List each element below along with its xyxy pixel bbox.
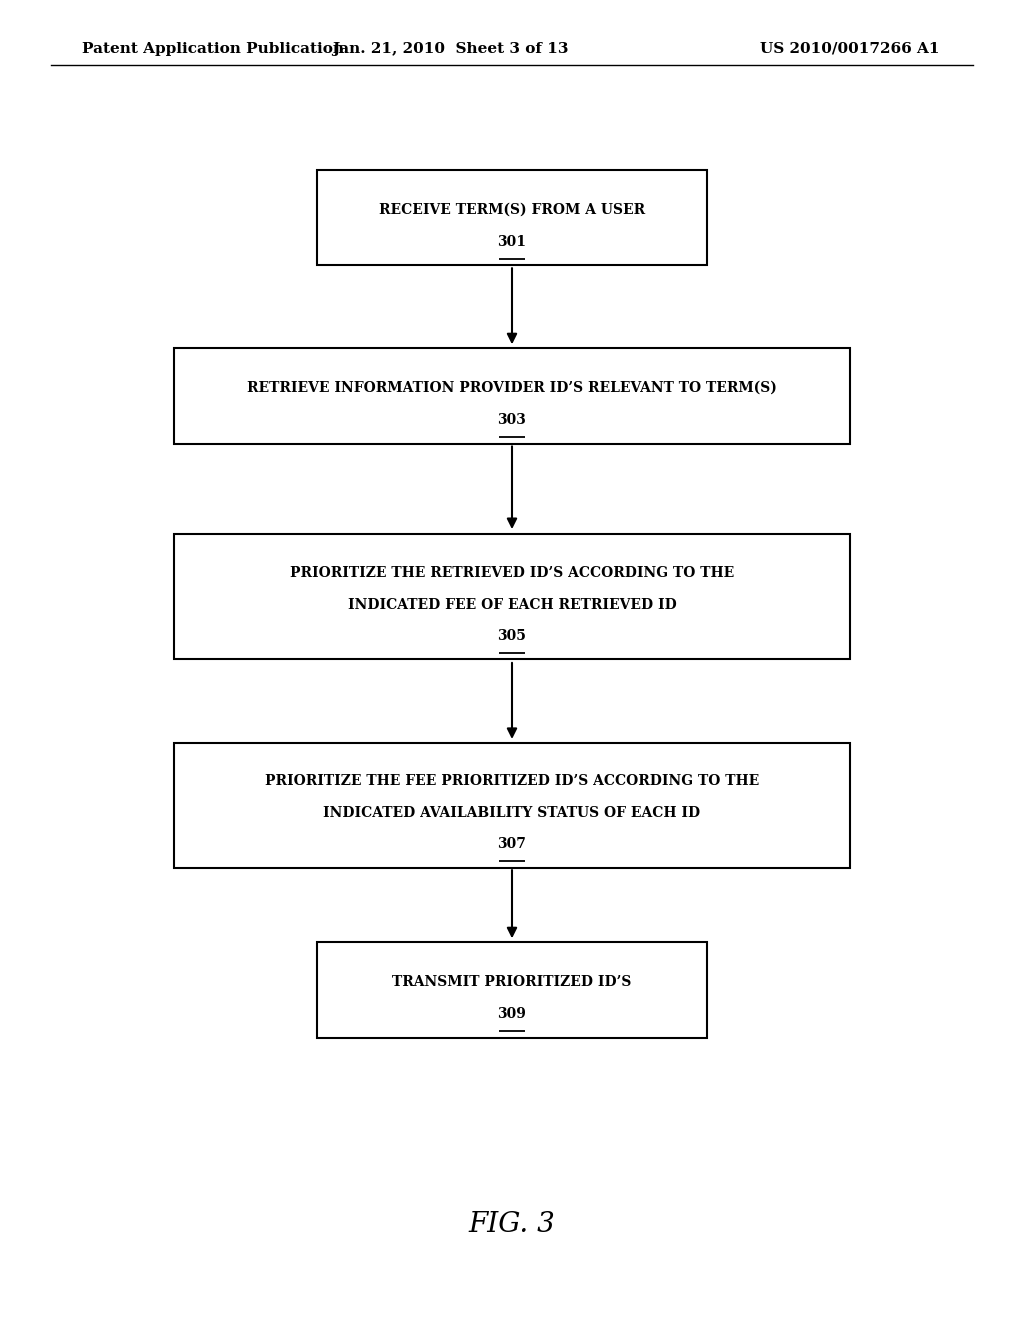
Text: 301: 301 xyxy=(498,235,526,248)
Text: 309: 309 xyxy=(498,1007,526,1020)
Text: RETRIEVE INFORMATION PROVIDER ID’S RELEVANT TO TERM(S): RETRIEVE INFORMATION PROVIDER ID’S RELEV… xyxy=(247,381,777,395)
Text: FIG. 3: FIG. 3 xyxy=(469,1212,555,1238)
Text: 305: 305 xyxy=(498,628,526,643)
Text: INDICATED AVAILABILITY STATUS OF EACH ID: INDICATED AVAILABILITY STATUS OF EACH ID xyxy=(324,807,700,820)
Bar xyxy=(174,348,850,444)
Bar xyxy=(174,742,850,869)
Bar xyxy=(317,170,707,265)
Text: 303: 303 xyxy=(498,413,526,426)
Text: Patent Application Publication: Patent Application Publication xyxy=(82,42,344,55)
Bar xyxy=(174,533,850,659)
Bar xyxy=(317,942,707,1038)
Text: TRANSMIT PRIORITIZED ID’S: TRANSMIT PRIORITIZED ID’S xyxy=(392,975,632,989)
Text: US 2010/0017266 A1: US 2010/0017266 A1 xyxy=(760,42,940,55)
Text: 307: 307 xyxy=(498,837,526,851)
Text: INDICATED FEE OF EACH RETRIEVED ID: INDICATED FEE OF EACH RETRIEVED ID xyxy=(347,598,677,611)
Text: RECEIVE TERM(S) FROM A USER: RECEIVE TERM(S) FROM A USER xyxy=(379,203,645,216)
Text: Jan. 21, 2010  Sheet 3 of 13: Jan. 21, 2010 Sheet 3 of 13 xyxy=(333,42,568,55)
Text: PRIORITIZE THE FEE PRIORITIZED ID’S ACCORDING TO THE: PRIORITIZE THE FEE PRIORITIZED ID’S ACCO… xyxy=(265,775,759,788)
Text: PRIORITIZE THE RETRIEVED ID’S ACCORDING TO THE: PRIORITIZE THE RETRIEVED ID’S ACCORDING … xyxy=(290,566,734,579)
